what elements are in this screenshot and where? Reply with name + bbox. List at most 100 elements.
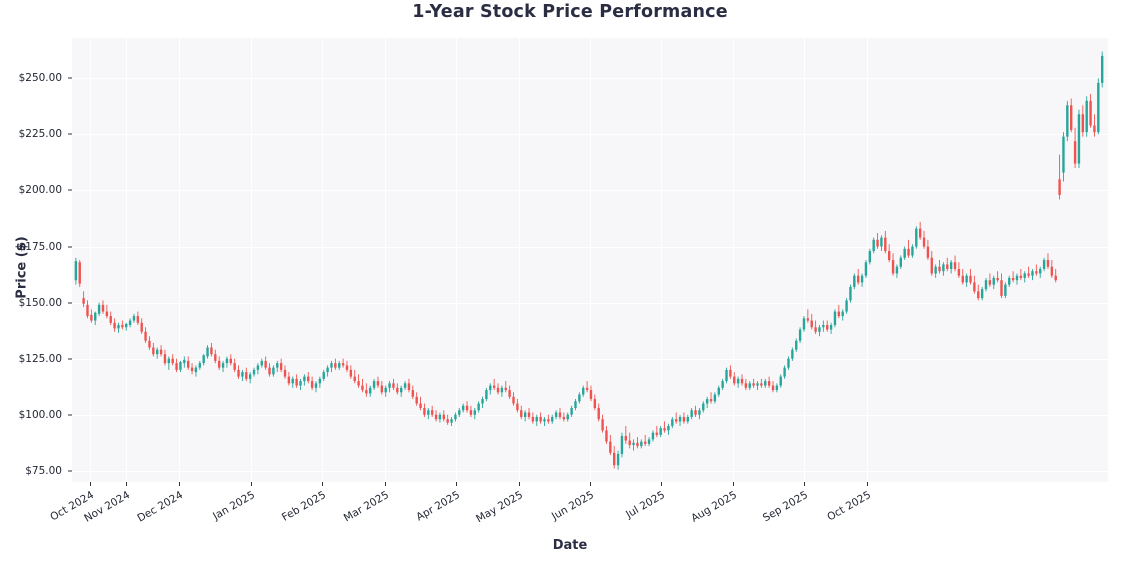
- candle-body: [1000, 280, 1003, 296]
- x-tick-mark: [89, 482, 91, 486]
- candle-body: [616, 453, 620, 466]
- candle-body: [589, 390, 593, 400]
- candle-body: [853, 275, 856, 287]
- candle-body: [554, 412, 558, 417]
- candle-body: [512, 396, 515, 404]
- candle-body: [1015, 275, 1019, 281]
- candle-body: [202, 355, 205, 364]
- candle-body: [566, 414, 569, 420]
- candle-body: [415, 396, 418, 404]
- candle-body: [345, 365, 349, 370]
- candle-body: [1046, 260, 1050, 267]
- page-title: 1-Year Stock Price Performance: [412, 2, 728, 22]
- candle-body: [388, 383, 391, 388]
- x-tick-mark: [125, 482, 127, 486]
- candle-body: [125, 323, 128, 328]
- y-tick-mark: [68, 358, 72, 360]
- candle-body: [1019, 275, 1023, 278]
- candle-body: [779, 376, 782, 386]
- candle-body: [674, 419, 678, 422]
- candle-body: [225, 358, 229, 364]
- candle-body: [198, 363, 202, 368]
- candle-body: [221, 363, 225, 368]
- candle-body: [609, 441, 612, 453]
- candle-body: [461, 405, 465, 411]
- candlestick-series: [74, 51, 1104, 470]
- candle-body: [268, 367, 271, 375]
- candle-body: [860, 275, 864, 283]
- candle-body: [78, 262, 81, 284]
- candle-body: [775, 385, 779, 391]
- candle-body: [411, 390, 415, 397]
- y-tick-mark: [68, 189, 72, 191]
- candle-body: [140, 322, 143, 332]
- candle-body: [802, 318, 806, 330]
- candle-body: [1027, 273, 1030, 276]
- x-tick-label: Feb 2025: [279, 489, 329, 524]
- candle-body: [667, 425, 670, 431]
- candle-body: [729, 369, 732, 377]
- candle-body: [543, 419, 546, 422]
- candle-body: [248, 374, 252, 379]
- candle-body: [1031, 271, 1034, 276]
- candle-body: [156, 349, 159, 355]
- candle-body: [624, 436, 628, 441]
- candle-body: [1073, 141, 1077, 164]
- candle-body: [938, 266, 941, 272]
- candle-body: [229, 358, 232, 364]
- candle-body: [152, 347, 155, 355]
- gridline-vertical: [384, 38, 386, 482]
- candle-body: [1085, 100, 1088, 133]
- candle-body: [338, 363, 341, 368]
- candle-body: [101, 304, 105, 312]
- candle-body: [427, 410, 430, 415]
- candle-body: [419, 403, 422, 408]
- candle-body: [128, 320, 132, 326]
- candle-body: [980, 289, 984, 299]
- candle-body: [1042, 260, 1046, 269]
- candle-body: [303, 376, 306, 382]
- y-axis-label: Price ($): [14, 236, 30, 299]
- y-tick-label: $175.00: [18, 240, 62, 253]
- candle-body: [1066, 105, 1069, 137]
- candle-body: [570, 408, 573, 415]
- candle-body: [365, 390, 368, 394]
- candle-body: [628, 440, 631, 445]
- candle-body: [477, 403, 480, 411]
- candle-body: [725, 369, 728, 382]
- candle-body: [349, 369, 353, 377]
- x-tick-label: Jul 2025: [624, 489, 668, 521]
- candle-body: [942, 264, 945, 272]
- candle-body: [148, 340, 151, 348]
- candle-body: [194, 367, 198, 373]
- candle-body: [310, 381, 314, 388]
- candle-body: [481, 399, 484, 404]
- candle-body: [864, 262, 868, 276]
- candle-body: [299, 381, 302, 386]
- candle-body: [163, 354, 167, 364]
- candle-body: [655, 432, 659, 435]
- candle-body: [1097, 82, 1100, 133]
- candle-body: [1093, 125, 1096, 133]
- candle-body: [117, 325, 120, 329]
- candle-body: [241, 372, 244, 377]
- y-tick-mark: [68, 77, 72, 79]
- x-tick-label: Jan 2025: [210, 489, 257, 523]
- candle-body: [1070, 105, 1073, 130]
- candle-body: [829, 325, 833, 330]
- candle-body: [605, 430, 608, 442]
- candle-body: [369, 387, 372, 394]
- candle-body: [523, 412, 527, 417]
- candle-body: [698, 410, 701, 415]
- candle-body: [574, 401, 577, 408]
- candle-body: [330, 363, 333, 368]
- candle-body: [969, 275, 972, 283]
- gridline-vertical: [804, 38, 806, 482]
- y-tick-label: $225.00: [18, 128, 62, 141]
- candle-body: [1050, 266, 1054, 276]
- candle-body: [334, 363, 337, 368]
- candle-body: [636, 442, 639, 447]
- candle-body: [795, 340, 798, 350]
- candle-body: [399, 387, 403, 393]
- candle-body: [465, 405, 469, 411]
